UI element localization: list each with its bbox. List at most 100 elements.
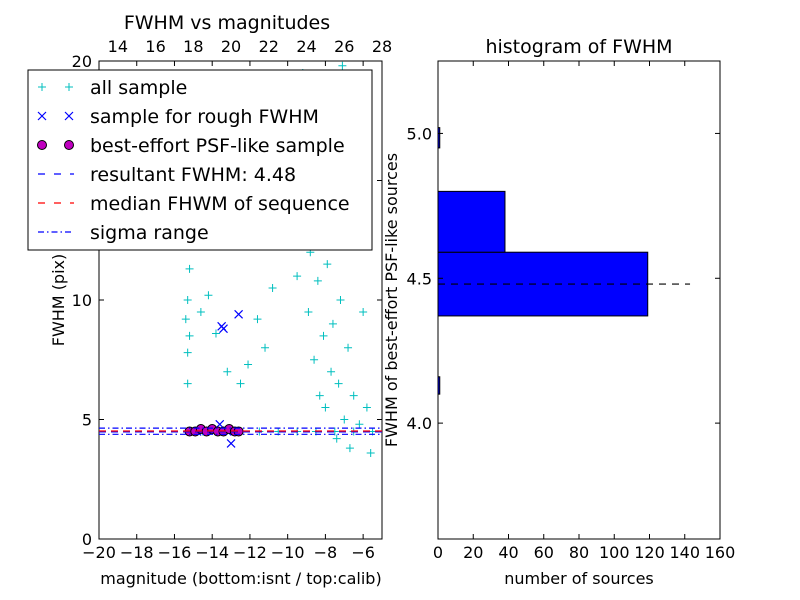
- scatter-x-ticks: −20 −18 −16 −14 −12 −10 −8 −6: [82, 61, 375, 562]
- scatter-point-s0-44: [340, 415, 349, 424]
- scatter-point-s0-0: [183, 379, 192, 388]
- scatter-point-s0-38: [328, 319, 337, 328]
- scatter-point-s0-42: [336, 296, 345, 304]
- scatter-point-s0-3: [181, 315, 190, 324]
- scatter-point-s0-12: [223, 367, 232, 376]
- histogram-bar-2: [437, 190, 506, 253]
- histogram-x-tick-label-7: 140: [669, 543, 700, 562]
- histogram-x-tick-label-1: 20: [463, 543, 483, 562]
- scatter-y-tick-label-0: 0: [82, 530, 92, 549]
- legend-label-5: sigma range: [90, 222, 209, 244]
- scatter-point-s0-41: [334, 379, 343, 388]
- scatter-point-s0-10: [204, 291, 213, 300]
- scatter-y-tick-label-1: 5: [82, 411, 92, 430]
- scatter-point-s0-46: [344, 343, 353, 352]
- scatter-y-tick-label-4: 20: [72, 52, 92, 71]
- scatter-plot-area: [99, 61, 382, 457]
- scatter-point-s1-2: [234, 309, 244, 319]
- scatter-x-label: magnitude (bottom:isnt / top:calib): [100, 569, 381, 588]
- legend-label-3: resultant FWHM: 4.48: [90, 164, 296, 186]
- scatter-point-s0-13: [236, 379, 245, 388]
- scatter-top-x-tick-label-5: 24: [296, 37, 316, 56]
- scatter-top-x-tick-label-2: 18: [183, 37, 203, 56]
- legend-entry-0: all sample: [38, 77, 187, 99]
- histogram-y-label: FWHM of best-effort PSF-like sources: [382, 153, 401, 447]
- scatter-y-tick-label-2: 10: [72, 291, 92, 310]
- histogram-panel: histogram of FWHM 0 20 40 60 80 100 120 140 160 …: [382, 36, 735, 588]
- scatter-top-x-tick-label-0: 14: [108, 37, 128, 56]
- scatter-point-s0-53: [366, 448, 375, 457]
- histogram-y-tick-label-1: 4.5: [407, 269, 432, 288]
- scatter-top-x-tick-label-7: 28: [372, 37, 392, 56]
- histogram-x-tick-label-6: 120: [634, 543, 665, 562]
- histogram-x-tick-label-3: 60: [534, 543, 554, 562]
- scatter-top-x-tick-label-1: 16: [145, 37, 165, 56]
- scatter-x-tick-label-1: −18: [120, 543, 154, 562]
- legend-entry-4: median FHWM of sequence: [38, 193, 350, 215]
- scatter-point-s0-37: [327, 367, 336, 376]
- histogram-x-tick-label-0: 0: [433, 543, 443, 562]
- scatter-point-s0-47: [345, 444, 354, 453]
- scatter-point-s0-11: [211, 329, 220, 338]
- scatter-x-tick-label-5: −10: [271, 543, 305, 562]
- scatter-point-s0-15: [253, 315, 262, 324]
- scatter-point-s0-28: [310, 355, 319, 364]
- histogram-y-tick-label-2: 5.0: [407, 124, 432, 143]
- scatter-point-s0-9: [196, 307, 205, 316]
- scatter-x-tick-label-6: −8: [314, 543, 338, 562]
- scatter-point-s0-5: [185, 264, 194, 273]
- scatter-point-s0-31: [315, 391, 324, 400]
- histogram-x-tick-label-2: 40: [498, 543, 518, 562]
- scatter-point-s0-34: [321, 403, 330, 412]
- histogram-y-ticks: 4.0 4.5 5.0: [407, 124, 720, 433]
- histogram-y-tick-label-0: 4.0: [407, 414, 432, 433]
- legend-label-1: sample for rough FWHM: [90, 106, 319, 128]
- legend-entry-3: resultant FWHM: 4.48: [38, 164, 296, 186]
- scatter-point-s0-4: [183, 296, 192, 304]
- scatter-x-tick-label-4: −12: [233, 543, 267, 562]
- scatter-point-s0-40: [332, 434, 341, 443]
- scatter-point-s0-33: [319, 331, 328, 340]
- scatter-point-s0-30: [313, 276, 322, 285]
- scatter-point-s0-16: [261, 343, 270, 352]
- scatter-y-label: FWHM (pix): [49, 254, 68, 347]
- histogram-x-tick-label-5: 100: [599, 543, 630, 562]
- scatter-point-s0-17: [268, 284, 277, 293]
- scatter-top-x-tick-label-4: 22: [259, 37, 279, 56]
- legend-box: [27, 69, 373, 251]
- histogram-plot-area: [437, 127, 691, 395]
- histogram-title: histogram of FWHM: [485, 36, 672, 58]
- scatter-point-s0-35: [323, 260, 332, 269]
- scatter-point-s0-20: [293, 272, 302, 281]
- legend-entry-1: sample for rough FWHM: [37, 106, 319, 128]
- scatter-top-x-ticks: 14 16 18 20 22 24 26 28: [108, 37, 392, 56]
- scatter-point-s0-1: [183, 348, 192, 357]
- scatter-x-tick-label-2: −16: [158, 543, 192, 562]
- histogram-x-ticks: 0 20 40 60 80 100 120 140 160: [433, 61, 735, 562]
- scatter-point-s0-51: [359, 307, 368, 316]
- legend-label-2: best-effort PSF-like sample: [90, 135, 345, 157]
- scatter-point-s0-25: [304, 307, 313, 316]
- scatter-x-tick-label-3: −14: [195, 543, 229, 562]
- legend-entry-2: best-effort PSF-like sample: [37, 135, 345, 157]
- scatter-top-x-tick-label-6: 26: [334, 37, 354, 56]
- scatter-point-s0-2: [185, 331, 194, 340]
- scatter-point-s0-52: [362, 403, 371, 412]
- scatter-point-s1-4: [226, 438, 236, 448]
- scatter-legend: all sample sample for rough FWHM best-effo…: [27, 69, 373, 251]
- legend-entry-5: sigma range: [38, 222, 209, 244]
- histogram-x-label: number of sources: [504, 569, 654, 588]
- scatter-x-tick-label-7: −6: [351, 543, 375, 562]
- scatter-x-tick-label-0: −20: [82, 543, 116, 562]
- scatter-panel: FWHM vs magnitudes −20 −18 −16 −14 −12 −10 −8−…: [27, 12, 392, 588]
- scatter-point-s0-43: [338, 61, 347, 70]
- histogram-x-tick-label-8: 160: [705, 543, 736, 562]
- histogram-bar-3: [437, 127, 441, 149]
- scatter-point-s0-50: [355, 420, 364, 429]
- scatter-point-s0-48: [349, 391, 358, 400]
- histogram-x-tick-label-4: 80: [569, 543, 589, 562]
- scatter-title: FWHM vs magnitudes: [124, 12, 330, 34]
- legend-label-4: median FHWM of sequence: [90, 193, 350, 215]
- scatter-top-x-tick-label-3: 20: [221, 37, 241, 56]
